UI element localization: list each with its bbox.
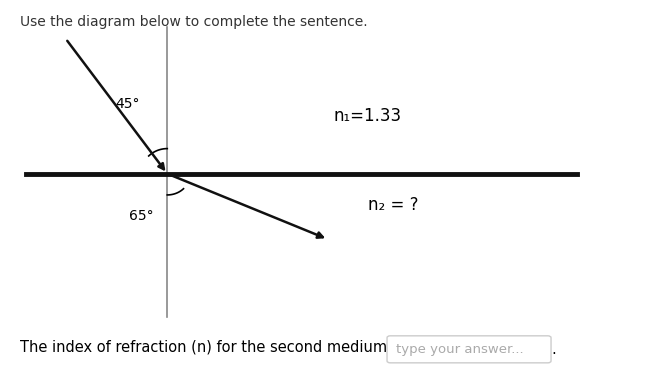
Text: 45°: 45° <box>115 97 140 111</box>
Text: The index of refraction (n) for the second medium is: The index of refraction (n) for the seco… <box>20 340 403 355</box>
Text: type your answer...: type your answer... <box>396 343 523 356</box>
Text: n₁=1.33: n₁=1.33 <box>333 107 401 125</box>
Text: n₂ = ?: n₂ = ? <box>369 196 419 213</box>
Text: .: . <box>551 342 556 357</box>
Text: 65°: 65° <box>129 209 154 223</box>
Text: Use the diagram below to complete the sentence.: Use the diagram below to complete the se… <box>20 15 367 29</box>
FancyBboxPatch shape <box>387 336 551 363</box>
